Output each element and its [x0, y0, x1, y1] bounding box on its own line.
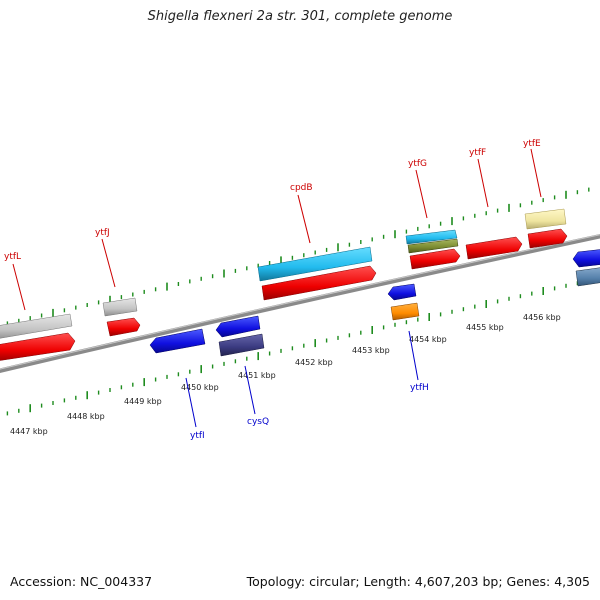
gene-arrow-cyan[interactable] [257, 246, 373, 282]
kbp-label: 4452 kbp [295, 358, 333, 367]
gene-arrow-blue[interactable] [215, 315, 261, 338]
kbp-label: 4455 kbp [466, 323, 504, 332]
leader-line-cysQ [244, 365, 256, 415]
reverse-gene-features [149, 249, 600, 357]
leader-line-ytfH [408, 330, 419, 381]
gene-arrow-olive[interactable] [407, 238, 459, 254]
gene-label-cysQ[interactable]: cysQ [247, 417, 269, 427]
gene-arrow-cysQ[interactable] [218, 333, 265, 357]
kbp-label: 4449 kbp [124, 397, 162, 406]
genome-backbone-highlight [0, 234, 600, 370]
inner-tick-ring [6, 278, 590, 416]
leader-line-ytfJ [101, 238, 116, 288]
gene-arrow-gray-small[interactable] [102, 297, 138, 317]
gene-arrow-ytfE[interactable] [527, 228, 568, 249]
gene-arrow-ytfH[interactable] [390, 302, 420, 321]
leader-line-cpdB [297, 194, 311, 244]
gene-arrow-steel-edge[interactable] [575, 267, 600, 287]
gene-label-ytfJ[interactable]: ytfJ [95, 228, 110, 238]
gene-label-ytfG[interactable]: ytfG [408, 159, 427, 169]
kbp-label: 4448 kbp [67, 412, 105, 421]
kbp-label: 4453 kbp [352, 346, 390, 355]
leader-line-ytfL [12, 263, 26, 311]
genome-summary-text: Topology: circular; Length: 4,607,203 bp… [246, 574, 590, 589]
gene-arrow-ytfJ[interactable] [106, 317, 141, 337]
gene-label-cpdB[interactable]: cpdB [290, 183, 313, 193]
gene-label-ytfF[interactable]: ytfF [469, 148, 486, 158]
gene-label-ytfH[interactable]: ytfH [410, 383, 429, 393]
gene-arrow-ytfF[interactable] [465, 236, 523, 260]
kbp-label: 4451 kbp [238, 371, 276, 380]
gene-arrow-cyan-small[interactable] [405, 229, 458, 245]
forward-gene-features [0, 208, 568, 362]
gene-label-ytfL[interactable]: ytfL [4, 252, 21, 262]
gene-arrow-blue-edge[interactable] [572, 249, 600, 268]
gene-arrow-ytfG[interactable] [409, 248, 461, 270]
gene-label-ytfE[interactable]: ytfE [523, 139, 541, 149]
leader-line-ytfF [477, 158, 489, 208]
gene-arrow-blue-small[interactable] [387, 283, 417, 301]
kbp-label: 4454 kbp [409, 335, 447, 344]
kbp-label: 4456 kbp [523, 313, 561, 322]
genome-backbone [0, 233, 600, 373]
reverse-leader-lines [185, 330, 419, 428]
accession-text: Accession: NC_004337 [10, 574, 153, 589]
kbp-scale: 4447 kbp 4448 kbp 4449 kbp 4450 kbp 4451… [10, 313, 561, 436]
kbp-label: 4447 kbp [10, 427, 48, 436]
gene-arrow-ytfL[interactable] [0, 332, 76, 362]
gene-labels: ytfL ytfJ cpdB ytfG ytfF ytfE ytfI cysQ … [4, 139, 541, 441]
leader-line-ytfE [530, 148, 542, 198]
kbp-label: 4450 kbp [181, 383, 219, 392]
gene-arrow-ytfI[interactable] [149, 328, 206, 354]
gene-arrow-gray[interactable] [0, 313, 73, 340]
forward-leader-lines [12, 148, 542, 311]
map-title: Shigella flexneri 2a str. 301, complete … [147, 9, 453, 24]
leader-line-ytfI [185, 377, 197, 428]
leader-line-ytfG [415, 169, 428, 219]
gene-arrow-cpdB[interactable] [261, 265, 377, 301]
gene-label-ytfI[interactable]: ytfI [190, 431, 205, 441]
gene-arrow-khaki[interactable] [524, 208, 567, 230]
